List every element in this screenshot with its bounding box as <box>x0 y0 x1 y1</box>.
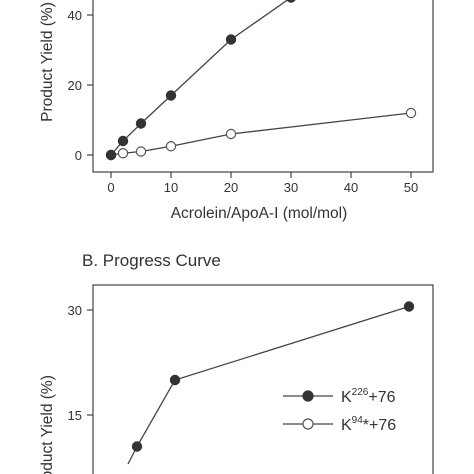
panel-a-y-axis-label: Product Yield (%) <box>39 2 56 122</box>
legend-label-open: K94*+76 <box>341 415 396 434</box>
panel-a-point-open <box>225 128 237 140</box>
panel-b-point-filled <box>403 301 415 312</box>
panel-a-series <box>105 0 417 161</box>
panel-a-x-tick-label: 30 <box>284 180 298 195</box>
panel-b-plot-frame <box>92 284 434 474</box>
panel-a-plot-frame <box>92 0 434 173</box>
panel-a-point-filled <box>286 0 296 3</box>
panel-a-chart: 0 10 20 30 40 50 0 20 40 Acrolein/ApoA-I (mol/m… <box>39 0 434 222</box>
panel-a-x-tick-label: 40 <box>344 180 358 195</box>
panel-a-y-axis: 0 20 40 <box>68 8 93 163</box>
panel-a-series-open-line <box>110 112 412 156</box>
panel-a-x-tick-label: 20 <box>224 180 238 195</box>
panel-b-legend: K226+76 K94*+76 <box>283 387 396 434</box>
panel-a-point-filled <box>225 34 237 45</box>
panel-a-point-open <box>165 141 177 152</box>
legend-label-filled: K226+76 <box>341 387 396 406</box>
panel-a-point-filled <box>165 90 177 101</box>
panel-a-point-open <box>117 148 129 159</box>
panel-b-point-filled <box>131 441 143 452</box>
panel-a-point-filled <box>135 118 147 129</box>
panel-a-y-tick-label: 40 <box>68 8 82 23</box>
legend-entry-filled: K226+76 <box>283 387 396 406</box>
legend-marker-filled <box>302 390 314 402</box>
legend-entry-open: K94*+76 <box>283 415 396 434</box>
panel-b-y-axis-label: Product Yield (%) <box>39 375 56 474</box>
panel-a-y-tick-label: 20 <box>68 78 82 93</box>
panel-a-point-filled <box>117 135 129 147</box>
panel-a-point-open <box>405 107 417 119</box>
panel-b-point-filled <box>169 374 181 386</box>
panel-b-y-tick-label: 15 <box>68 408 82 423</box>
panel-a-x-tick-label: 50 <box>404 180 418 195</box>
panel-b-y-tick-label: 30 <box>68 303 82 318</box>
panel-a-x-axis: 0 10 20 30 40 50 <box>107 172 418 195</box>
panel-a-series-filled-line <box>110 0 289 156</box>
legend-marker-open <box>302 418 314 430</box>
panel-a-x-tick-label: 10 <box>164 180 178 195</box>
panel-b-title: B. Progress Curve <box>82 251 221 270</box>
panel-b-series-filled-line <box>127 305 410 465</box>
panel-a-x-tick-label: 0 <box>107 180 114 195</box>
panel-a-point-open <box>135 146 147 157</box>
panel-b-series <box>127 301 415 465</box>
panel-a-y-tick-label: 0 <box>75 148 82 163</box>
panel-a-point-filled <box>105 149 117 161</box>
panel-a-x-axis-label: Acrolein/ApoA-I (mol/mol) <box>171 205 348 222</box>
